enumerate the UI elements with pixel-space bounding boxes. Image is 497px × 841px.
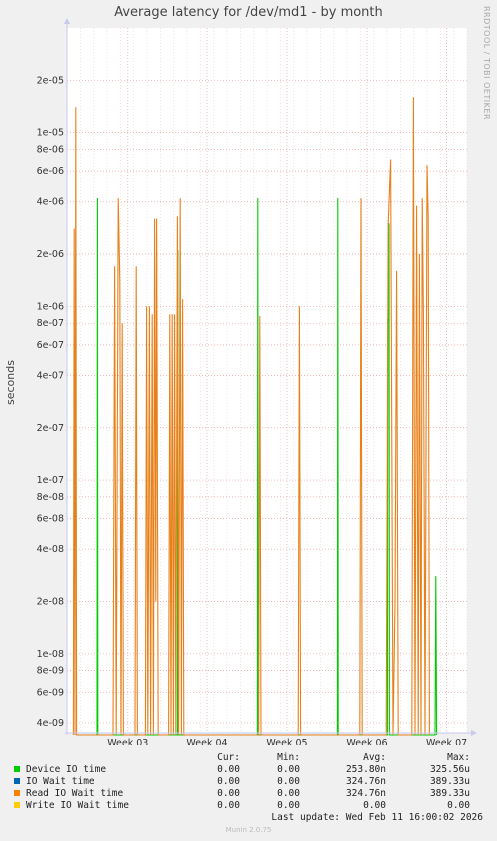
legend-row: Device IO time 0.00 0.00 253.80n 325.56u bbox=[12, 764, 492, 776]
legend-value-min: 0.00 bbox=[277, 800, 300, 811]
chart-title: Average latency for /dev/md1 - by month bbox=[114, 5, 383, 20]
legend-value-min: 0.00 bbox=[277, 764, 300, 775]
x-tick-label: Week 06 bbox=[346, 738, 387, 745]
legend-swatch bbox=[14, 766, 20, 772]
legend-swatch bbox=[14, 802, 20, 808]
y-tick-label: 2e-05 bbox=[37, 75, 64, 86]
y-tick-label: 2e-08 bbox=[37, 596, 64, 607]
rrdtool-watermark: RRDTOOL / TOBI OETIKER bbox=[482, 6, 491, 121]
legend: Cur: Min: Avg: Max: Device IO time 0.00 0.… bbox=[12, 752, 492, 812]
last-update: Last update: Wed Feb 11 16:00:02 2026 bbox=[271, 812, 483, 823]
y-tick-label: 1e-06 bbox=[37, 301, 64, 312]
legend-series-name: IO Wait time bbox=[26, 776, 95, 787]
munin-version: Munin 2.0.75 bbox=[225, 826, 272, 834]
legend-swatch bbox=[14, 790, 20, 796]
legend-value-cur: 0.00 bbox=[217, 800, 240, 811]
legend-header-max: Max: bbox=[447, 752, 470, 763]
y-tick-label: 2e-07 bbox=[37, 423, 64, 434]
y-tick-label: 6e-06 bbox=[37, 166, 64, 177]
legend-swatch bbox=[14, 778, 20, 784]
x-tick-labels: Week 03 Week 04 Week 05 Week 06 Week 07 bbox=[107, 738, 467, 745]
legend-row: IO Wait time 0.00 0.00 324.76n 389.33u bbox=[12, 776, 492, 788]
legend-header-cur: Cur: bbox=[217, 752, 240, 763]
y-tick-label: 4e-07 bbox=[37, 370, 64, 381]
y-tick-label: 6e-09 bbox=[37, 687, 64, 698]
series-line bbox=[72, 97, 430, 736]
legend-value-max: 389.33u bbox=[429, 776, 470, 787]
legend-value-cur: 0.00 bbox=[217, 776, 240, 787]
legend-value-cur: 0.00 bbox=[217, 764, 240, 775]
legend-series-name: Read IO Wait time bbox=[26, 788, 124, 799]
y-tick-label: 8e-07 bbox=[37, 318, 64, 329]
legend-value-min: 0.00 bbox=[277, 788, 300, 799]
legend-series-name: Device IO time bbox=[26, 764, 107, 775]
legend-value-cur: 0.00 bbox=[217, 788, 240, 799]
y-tick-label: 2e-06 bbox=[37, 249, 64, 260]
series-line bbox=[96, 198, 438, 736]
y-tick-label: 6e-07 bbox=[37, 340, 64, 351]
y-tick-label: 8e-08 bbox=[37, 492, 64, 503]
y-tick-label: 1e-05 bbox=[37, 128, 64, 139]
y-axis-arrow bbox=[64, 18, 70, 24]
legend-row: Write IO Wait time 0.00 0.00 0.00 0.00 bbox=[12, 800, 492, 812]
x-tick-label: Week 04 bbox=[186, 738, 227, 745]
y-tick-label: 6e-08 bbox=[37, 514, 64, 525]
legend-value-avg: 0.00 bbox=[363, 800, 386, 811]
latency-chart: 4e-09 6e-09 8e-09 1e-08 2e-08 4e-08 6e-08 8e-08… bbox=[37, 18, 477, 745]
x-tick-label: Week 07 bbox=[426, 738, 467, 745]
legend-header-min: Min: bbox=[277, 752, 300, 763]
y-tick-label: 4e-06 bbox=[37, 197, 64, 208]
y-tick-label: 4e-08 bbox=[37, 544, 64, 555]
legend-value-avg: 324.76n bbox=[345, 776, 386, 787]
legend-series-name: Write IO Wait time bbox=[26, 800, 129, 811]
legend-value-max: 0.00 bbox=[447, 800, 470, 811]
legend-value-min: 0.00 bbox=[277, 776, 300, 787]
legend-header: Cur: Min: Avg: Max: bbox=[12, 752, 492, 764]
y-tick-labels: 4e-09 6e-09 8e-09 1e-08 2e-08 4e-08 6e-08 8e-08… bbox=[37, 75, 64, 729]
y-tick-label: 8e-09 bbox=[37, 666, 64, 677]
legend-value-max: 389.33u bbox=[429, 788, 470, 799]
y-tick-label: 1e-08 bbox=[37, 649, 64, 660]
major-grid bbox=[67, 28, 467, 733]
legend-header-avg: Avg: bbox=[363, 752, 386, 763]
minor-grid bbox=[66, 28, 468, 733]
y-tick-label: 1e-07 bbox=[37, 475, 64, 486]
legend-value-max: 325.56u bbox=[429, 764, 470, 775]
x-tick-label: Week 03 bbox=[107, 738, 148, 745]
axes bbox=[64, 18, 477, 736]
x-tick-label: Week 05 bbox=[266, 738, 307, 745]
legend-value-avg: 324.76n bbox=[345, 788, 386, 799]
legend-row: Read IO Wait time 0.00 0.00 324.76n 389.33u bbox=[12, 788, 492, 800]
series-layer bbox=[72, 97, 438, 736]
y-tick-label: 4e-09 bbox=[37, 718, 64, 729]
x-axis-arrow bbox=[471, 730, 477, 736]
y-tick-label: 8e-06 bbox=[37, 144, 64, 155]
legend-value-avg: 253.80n bbox=[345, 764, 386, 775]
